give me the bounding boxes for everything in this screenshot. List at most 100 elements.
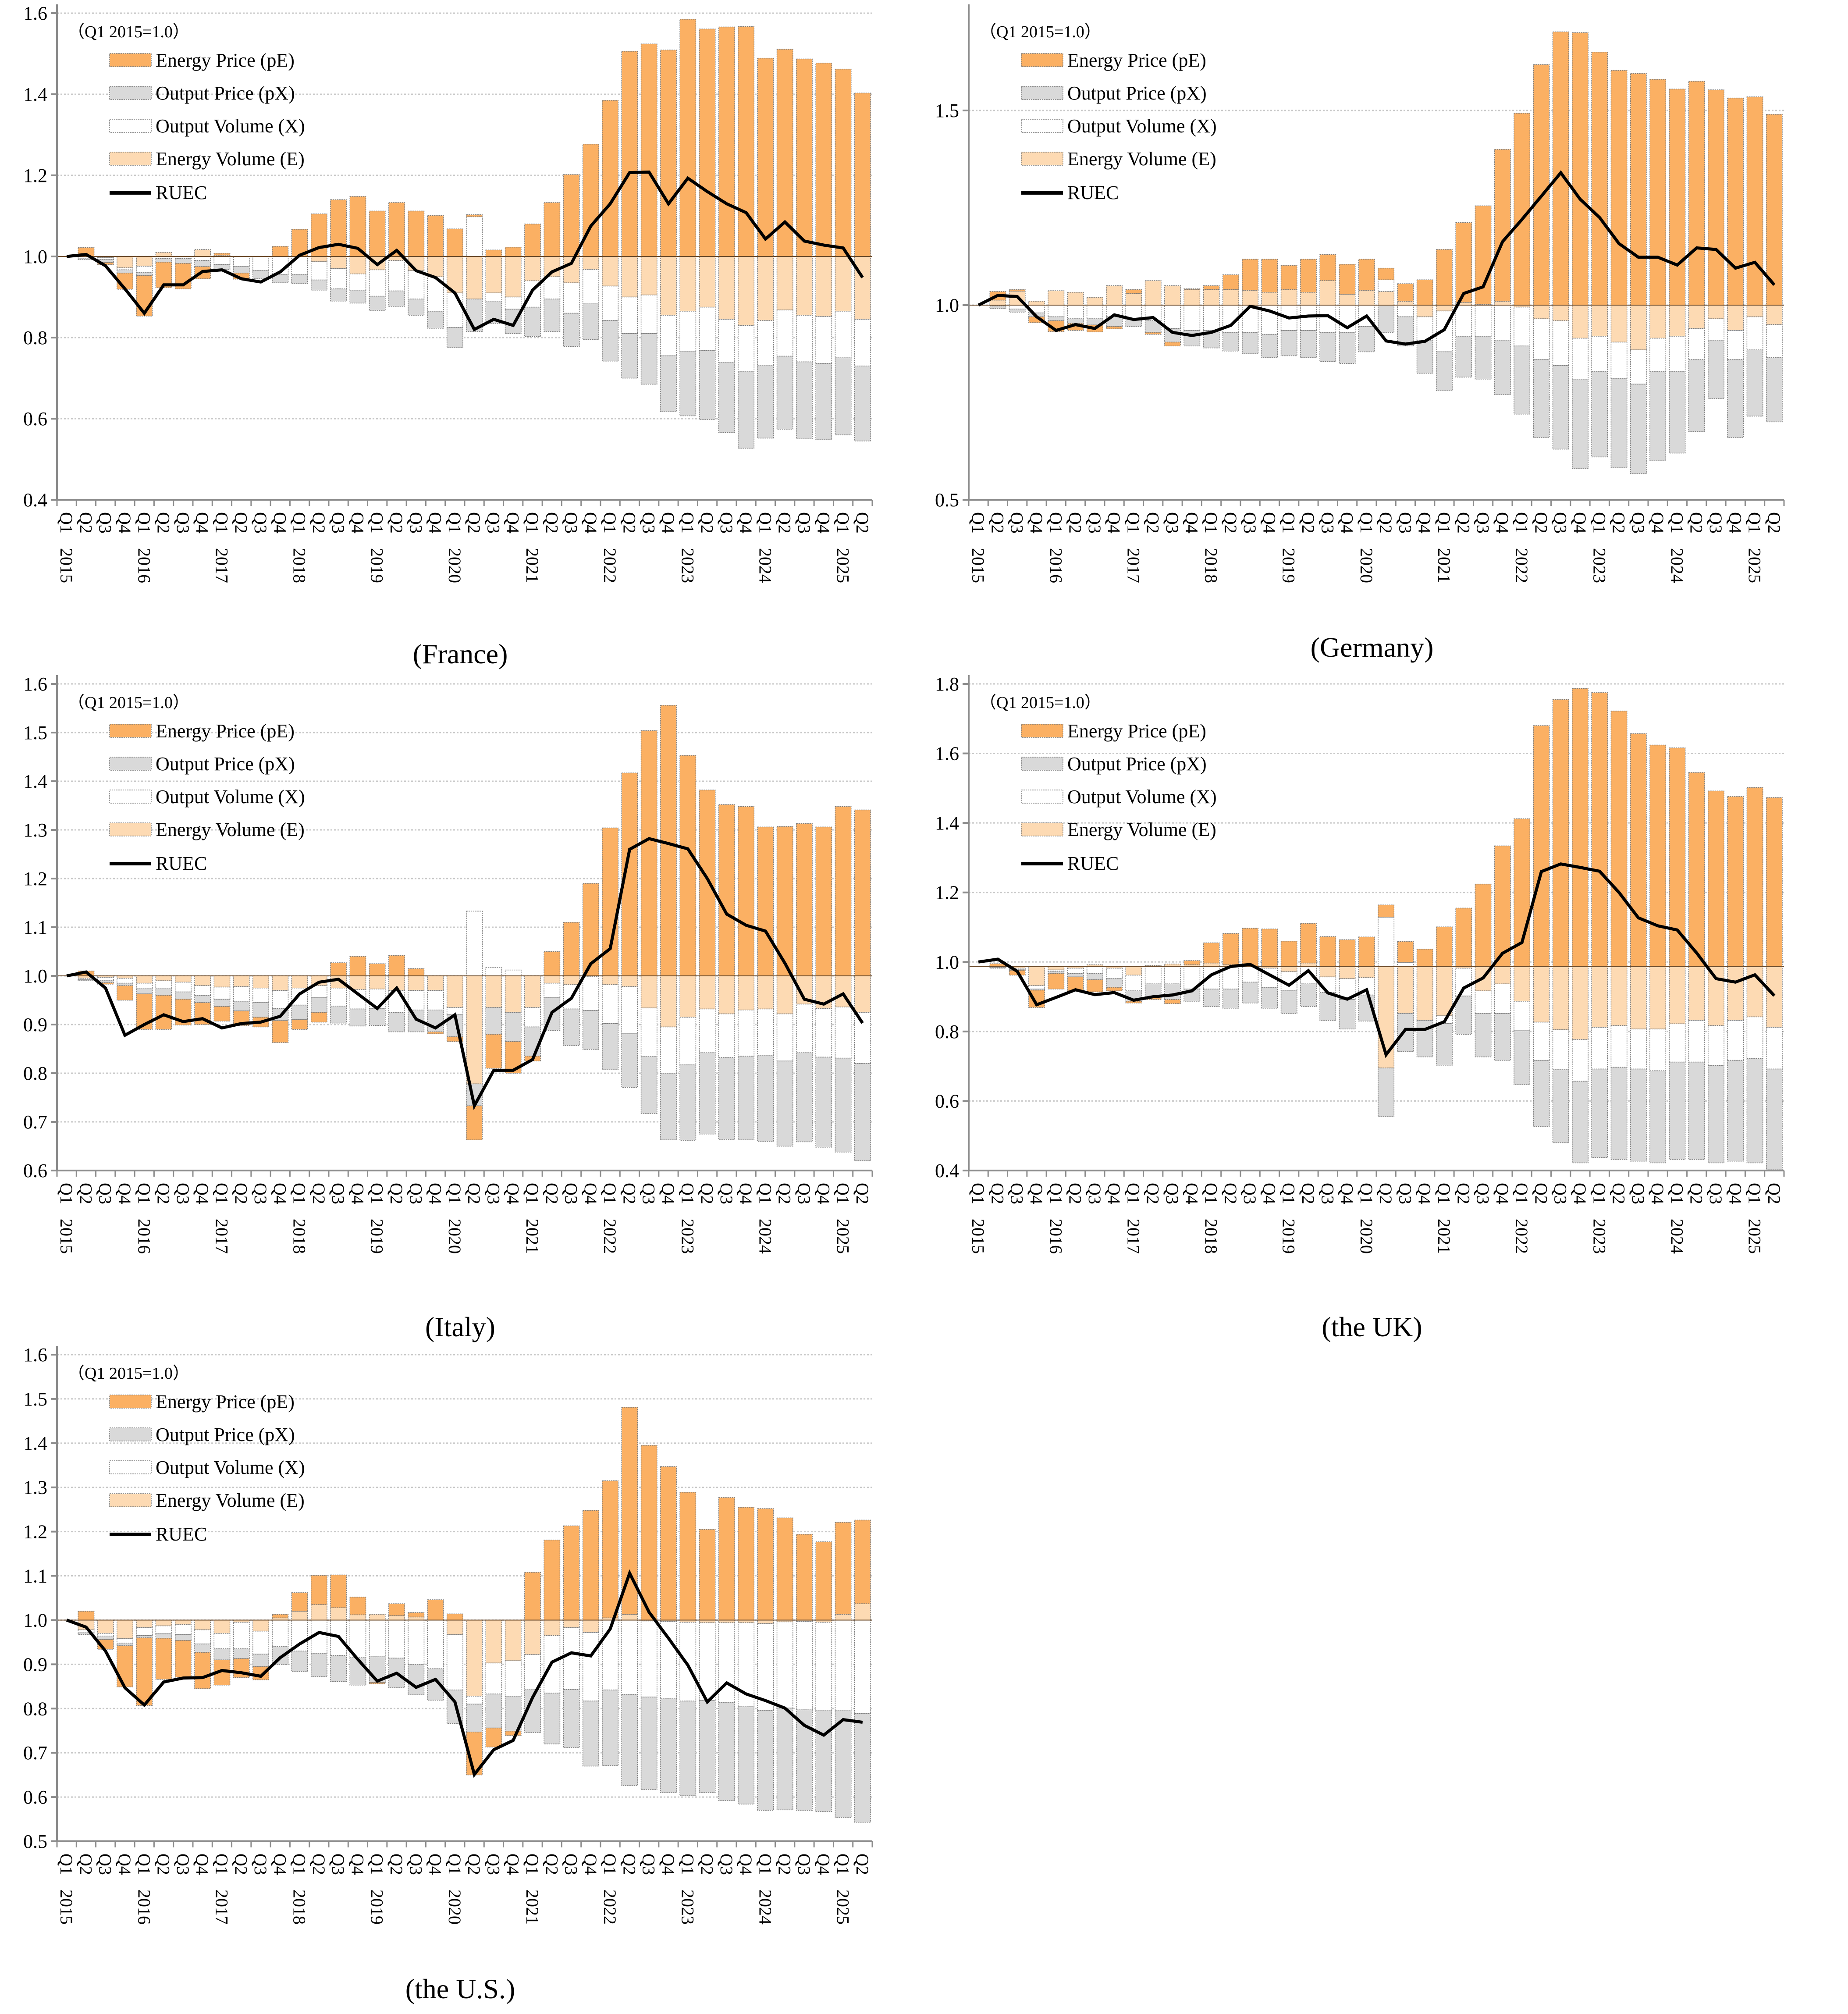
bar-energy-volume — [1280, 289, 1297, 306]
bar-energy-volume — [776, 256, 793, 310]
bar-output-volume — [1106, 968, 1123, 979]
bar-output-volume — [1688, 1020, 1705, 1063]
bar-energy-price — [1203, 942, 1220, 964]
legend-swatch-energy-volume — [109, 822, 152, 836]
bar-output-volume — [1572, 1039, 1589, 1082]
bar-stack — [718, 26, 735, 433]
bar-output-volume — [1242, 305, 1259, 333]
bar-energy-price — [563, 174, 580, 257]
legend-swatch-energy-volume — [109, 1493, 152, 1507]
bar-stack — [1610, 711, 1628, 1160]
bar-energy-price — [174, 1640, 192, 1678]
bar-output-volume — [97, 1633, 114, 1637]
bar-energy-price — [1378, 904, 1395, 918]
bar-output-volume — [776, 1013, 793, 1062]
bar-output-price — [427, 1668, 444, 1701]
bar-stack — [1766, 797, 1783, 1171]
bar-stack — [602, 827, 619, 1070]
bar-energy-price — [330, 199, 347, 257]
bar-energy-price — [505, 1730, 522, 1736]
bar-output-volume — [213, 1633, 231, 1649]
legend-label: Energy Volume (E) — [156, 1490, 305, 1511]
bar-energy-volume — [1552, 966, 1569, 1030]
x-tick-label-quarter: Q1 — [833, 512, 853, 534]
bar-output-volume — [427, 990, 444, 1011]
bar-stack — [1766, 114, 1783, 423]
x-tick-label-quarter: Q1 — [1357, 1183, 1376, 1204]
bar-stack — [1591, 52, 1608, 458]
bar-energy-volume — [349, 1614, 366, 1621]
x-tick-label-year: 2025 — [1745, 548, 1765, 583]
bar-energy-price — [272, 1614, 289, 1619]
x-tick-label-year: 2015 — [968, 1219, 988, 1254]
bar-output-price — [330, 1006, 347, 1024]
bar-stack — [640, 1445, 657, 1790]
bar-energy-price — [1106, 987, 1123, 991]
bar-output-price — [1630, 384, 1647, 474]
bar-energy-volume — [155, 975, 172, 981]
bar-output-price — [117, 1643, 133, 1646]
bar-energy-price — [213, 253, 231, 256]
bar-output-price — [640, 1697, 657, 1790]
bar-output-price — [854, 366, 871, 441]
x-tick-label-quarter: Q4 — [1648, 512, 1667, 534]
bar-energy-volume — [1416, 966, 1433, 1021]
bar-output-volume — [155, 980, 172, 989]
bar-energy-volume — [213, 975, 231, 988]
bar-stack — [815, 63, 832, 440]
x-tick-label-quarter: Q4 — [115, 1854, 135, 1875]
bar-stack — [718, 804, 735, 1140]
bar-energy-price — [1164, 999, 1181, 1004]
y-tick-label: 1.2 — [23, 1521, 47, 1543]
x-tick-label-quarter: Q2 — [387, 1183, 406, 1204]
x-tick-label-quarter: Q2 — [387, 512, 406, 534]
bar-stack — [174, 1619, 192, 1678]
legend-swatch-energy-price — [1021, 724, 1063, 738]
bar-output-volume — [1048, 305, 1065, 317]
x-tick-label-quarter: Q4 — [503, 1854, 523, 1875]
x-tick-label-year: 2021 — [1434, 1219, 1454, 1254]
bar-energy-price — [408, 1612, 425, 1618]
bar-energy-volume — [582, 256, 599, 270]
bar-output-volume — [1708, 318, 1724, 341]
bar-energy-price — [1397, 941, 1414, 963]
x-tick-label-quarter: Q1 — [367, 1183, 387, 1204]
x-tick-label-quarter: Q4 — [1570, 1183, 1590, 1204]
base-period-note: （Q1 2015=1.0） — [980, 23, 1101, 41]
bar-energy-price — [1222, 274, 1239, 290]
bar-stack — [349, 196, 366, 304]
bar-stack — [1339, 264, 1356, 364]
x-tick-label-quarter: Q3 — [562, 1854, 581, 1875]
bar-stack — [563, 174, 580, 347]
x-tick-label-quarter: Q4 — [1182, 1183, 1201, 1204]
bar-energy-price — [757, 826, 774, 976]
bar-output-volume — [1378, 279, 1395, 292]
bar-energy-price — [640, 43, 657, 257]
bar-output-volume — [466, 1696, 483, 1704]
bar-stack — [330, 1574, 347, 1682]
bar-output-volume — [1164, 966, 1181, 984]
bar-output-volume — [174, 982, 192, 993]
x-tick-label-year: 2020 — [1357, 548, 1376, 583]
x-tick-label-year: 2015 — [57, 1219, 76, 1254]
bar-output-price — [1552, 1069, 1569, 1143]
bar-energy-volume — [1397, 301, 1414, 306]
bar-energy-volume — [1048, 966, 1065, 971]
bar-stack — [1300, 923, 1317, 1007]
bar-output-price — [621, 1694, 638, 1786]
bar-output-price — [252, 1654, 269, 1667]
legend-swatch-output-volume — [109, 119, 152, 133]
bar-output-price — [272, 274, 289, 283]
bar-energy-price — [272, 1020, 289, 1043]
bar-stack — [1164, 285, 1181, 346]
x-tick-label-quarter: Q4 — [1337, 512, 1357, 534]
bar-output-volume — [640, 1007, 657, 1057]
bar-stack — [78, 1611, 95, 1635]
bar-output-price — [155, 258, 172, 263]
bar-output-volume — [854, 1012, 871, 1064]
bar-energy-volume — [640, 975, 657, 1009]
bar-stack — [621, 1407, 638, 1786]
bar-output-price — [1067, 318, 1084, 324]
bar-energy-price — [1533, 64, 1550, 306]
